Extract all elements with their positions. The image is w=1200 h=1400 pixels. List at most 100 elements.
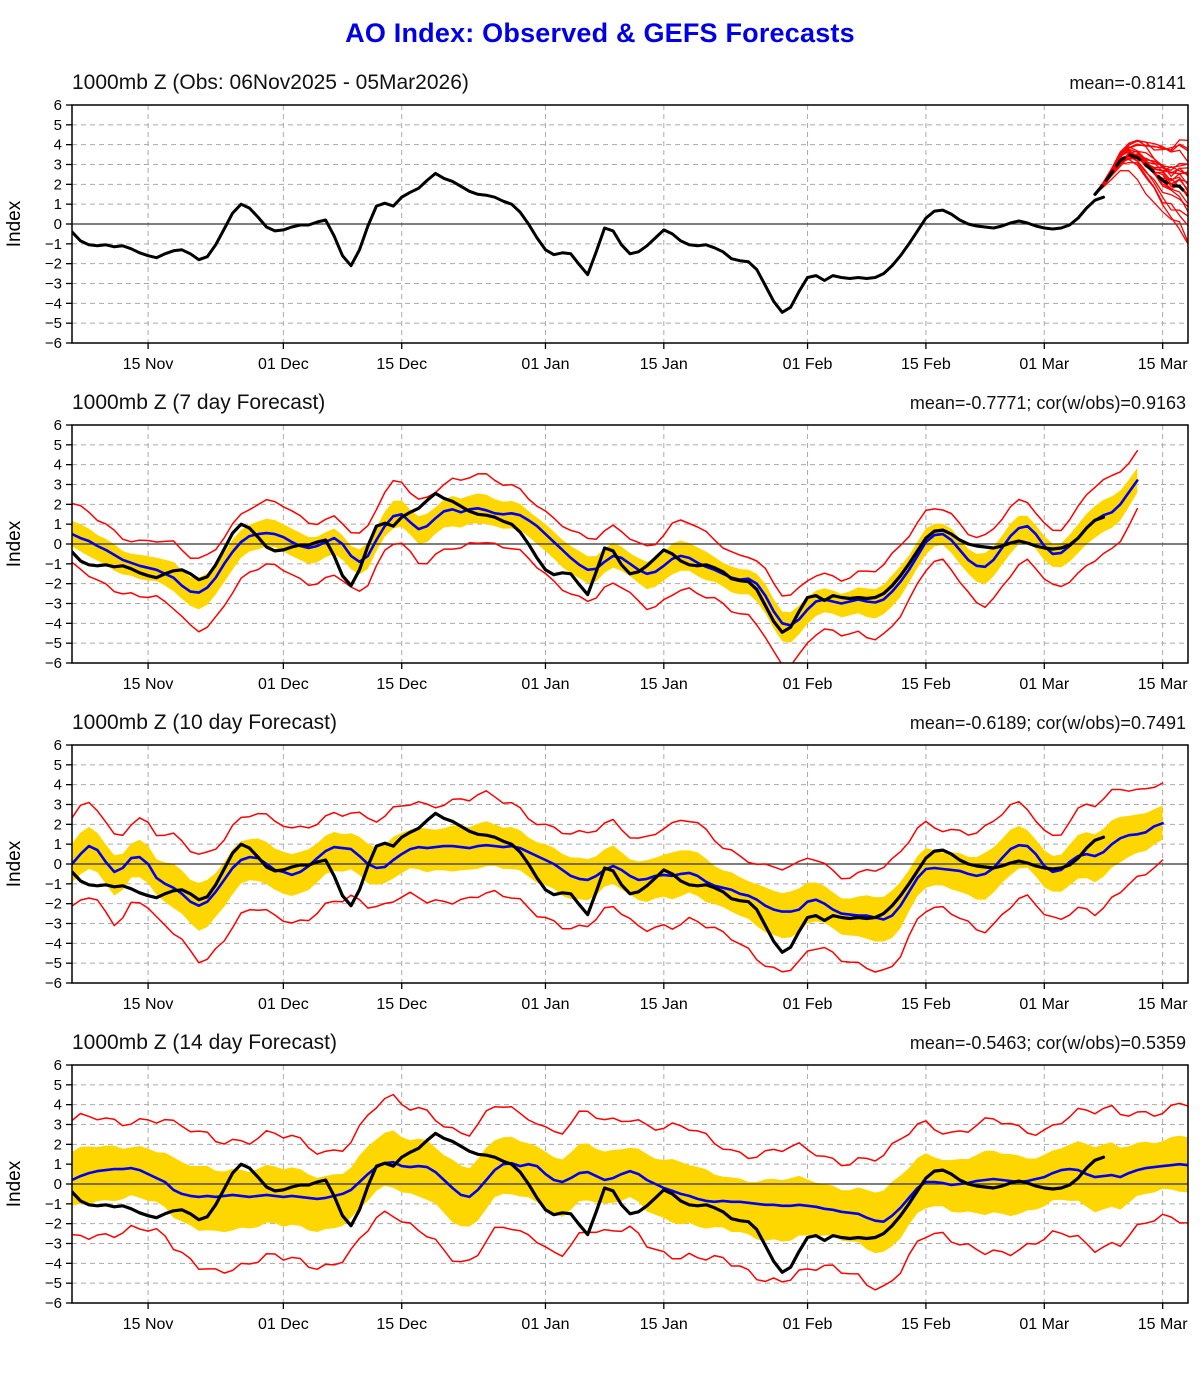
panel-forecast-14day-header: 1000mb Z (14 day Forecast) mean=-0.5463;… (0, 1031, 1200, 1059)
svg-text:2: 2 (54, 1136, 62, 1153)
svg-text:01 Jan: 01 Jan (521, 1316, 569, 1333)
svg-text:Index: Index (4, 520, 25, 567)
svg-text:2: 2 (54, 176, 62, 193)
svg-text:0: 0 (54, 1176, 62, 1193)
svg-text:−5: −5 (45, 1275, 62, 1292)
svg-text:01 Feb: 01 Feb (783, 356, 833, 373)
panel-title: 1000mb Z (14 day Forecast) (72, 1031, 337, 1054)
svg-text:Index: Index (4, 1160, 25, 1207)
svg-text:−3: −3 (45, 276, 62, 293)
observed-plot: 6 5 4 3 2 1 0 −1 −2 −3 −4 −5 −6 15 Nov 01 Dec 15 Dec 01 … (4, 99, 1189, 373)
forecast-7day-plot: 6 5 4 3 2 1 0 −1 −2 −3 −4 −5 −6 15 Nov 01 Dec 15 Dec 01 … (4, 419, 1189, 693)
svg-text:01 Jan: 01 Jan (521, 996, 569, 1013)
svg-text:15 Jan: 15 Jan (640, 676, 688, 693)
svg-text:15 Dec: 15 Dec (376, 356, 427, 373)
svg-text:−2: −2 (45, 256, 62, 273)
svg-text:−6: −6 (45, 655, 62, 672)
svg-text:15 Feb: 15 Feb (901, 1316, 951, 1333)
svg-text:0: 0 (54, 216, 62, 233)
svg-text:−3: −3 (45, 1236, 62, 1253)
forecast-14day-plot: 6 5 4 3 2 1 0 −1 −2 −3 −4 −5 −6 15 Nov 01 Dec 15 Dec 01 … (4, 1059, 1189, 1333)
svg-text:5: 5 (54, 117, 62, 134)
svg-text:5: 5 (54, 757, 62, 774)
svg-text:01 Dec: 01 Dec (258, 356, 309, 373)
svg-text:15 Mar: 15 Mar (1138, 676, 1188, 693)
svg-text:6: 6 (54, 739, 62, 754)
panel-forecast-7day: 1000mb Z (7 day Forecast) mean=-0.7771; … (0, 391, 1200, 697)
svg-text:−6: −6 (45, 335, 62, 352)
svg-text:0: 0 (54, 856, 62, 873)
svg-text:4: 4 (54, 457, 62, 474)
svg-text:01 Mar: 01 Mar (1019, 356, 1069, 373)
svg-text:3: 3 (54, 1117, 62, 1134)
panel-title: 1000mb Z (Obs: 06Nov2025 - 05Mar2026) (72, 71, 469, 94)
svg-text:1: 1 (54, 196, 62, 213)
svg-text:2: 2 (54, 816, 62, 833)
svg-text:15 Dec: 15 Dec (376, 996, 427, 1013)
panel-forecast-10day: 1000mb Z (10 day Forecast) mean=-0.6189;… (0, 711, 1200, 1017)
svg-text:15 Jan: 15 Jan (640, 1316, 688, 1333)
svg-text:4: 4 (54, 1097, 62, 1114)
svg-text:15 Mar: 15 Mar (1138, 996, 1188, 1013)
forecast-10day-plot: 6 5 4 3 2 1 0 −1 −2 −3 −4 −5 −6 15 Nov 01 Dec 15 Dec 01 … (4, 739, 1189, 1013)
ao-index-page: AO Index: Observed & GEFS Forecasts 1000… (0, 18, 1200, 1337)
panel-forecast-7day-header: 1000mb Z (7 day Forecast) mean=-0.7771; … (0, 391, 1200, 419)
svg-text:01 Feb: 01 Feb (783, 1316, 833, 1333)
svg-text:−4: −4 (45, 295, 62, 312)
svg-text:01 Feb: 01 Feb (783, 996, 833, 1013)
svg-text:15 Nov: 15 Nov (123, 996, 174, 1013)
svg-text:15 Jan: 15 Jan (640, 356, 688, 373)
svg-text:01 Feb: 01 Feb (783, 676, 833, 693)
svg-text:−4: −4 (45, 615, 62, 632)
svg-text:Index: Index (4, 840, 25, 887)
panel-stats: mean=-0.7771; cor(w/obs)=0.9163 (909, 393, 1186, 413)
svg-text:−6: −6 (45, 1295, 62, 1312)
svg-text:01 Jan: 01 Jan (521, 676, 569, 693)
svg-text:6: 6 (54, 99, 62, 114)
svg-text:01 Mar: 01 Mar (1019, 996, 1069, 1013)
svg-text:01 Dec: 01 Dec (258, 996, 309, 1013)
svg-text:−1: −1 (45, 556, 62, 573)
svg-text:5: 5 (54, 437, 62, 454)
svg-text:1: 1 (54, 1156, 62, 1173)
svg-text:−5: −5 (45, 315, 62, 332)
svg-text:3: 3 (54, 157, 62, 174)
panel-stats: mean=-0.8141 (1069, 73, 1186, 93)
page-title: AO Index: Observed & GEFS Forecasts (345, 18, 855, 48)
svg-text:15 Feb: 15 Feb (901, 676, 951, 693)
svg-text:01 Dec: 01 Dec (258, 1316, 309, 1333)
svg-text:−5: −5 (45, 955, 62, 972)
panel-forecast-10day-header: 1000mb Z (10 day Forecast) mean=-0.6189;… (0, 711, 1200, 739)
svg-text:15 Feb: 15 Feb (901, 356, 951, 373)
svg-text:15 Dec: 15 Dec (376, 676, 427, 693)
svg-text:−2: −2 (45, 1216, 62, 1233)
svg-text:1: 1 (54, 836, 62, 853)
svg-text:6: 6 (54, 419, 62, 434)
svg-text:1: 1 (54, 516, 62, 533)
svg-text:01 Mar: 01 Mar (1019, 676, 1069, 693)
panel-stats: mean=-0.6189; cor(w/obs)=0.7491 (909, 713, 1186, 733)
panel-forecast-14day: 1000mb Z (14 day Forecast) mean=-0.5463;… (0, 1031, 1200, 1337)
svg-text:15 Dec: 15 Dec (376, 1316, 427, 1333)
svg-text:−3: −3 (45, 596, 62, 613)
svg-text:−1: −1 (45, 876, 62, 893)
svg-text:15 Feb: 15 Feb (901, 996, 951, 1013)
svg-text:−4: −4 (45, 1255, 62, 1272)
svg-text:01 Dec: 01 Dec (258, 676, 309, 693)
svg-text:0: 0 (54, 536, 62, 553)
panel-title: 1000mb Z (7 day Forecast) (72, 391, 326, 414)
svg-text:2: 2 (54, 496, 62, 513)
svg-text:−5: −5 (45, 635, 62, 652)
panel-title: 1000mb Z (10 day Forecast) (72, 711, 337, 734)
svg-text:15 Nov: 15 Nov (123, 356, 174, 373)
svg-text:−2: −2 (45, 576, 62, 593)
svg-text:3: 3 (54, 797, 62, 814)
svg-text:4: 4 (54, 137, 62, 154)
svg-text:−1: −1 (45, 1196, 62, 1213)
svg-text:15 Jan: 15 Jan (640, 996, 688, 1013)
svg-text:−4: −4 (45, 935, 62, 952)
svg-text:3: 3 (54, 477, 62, 494)
svg-text:01 Jan: 01 Jan (521, 356, 569, 373)
svg-text:15 Nov: 15 Nov (123, 1316, 174, 1333)
svg-text:15 Mar: 15 Mar (1138, 356, 1188, 373)
